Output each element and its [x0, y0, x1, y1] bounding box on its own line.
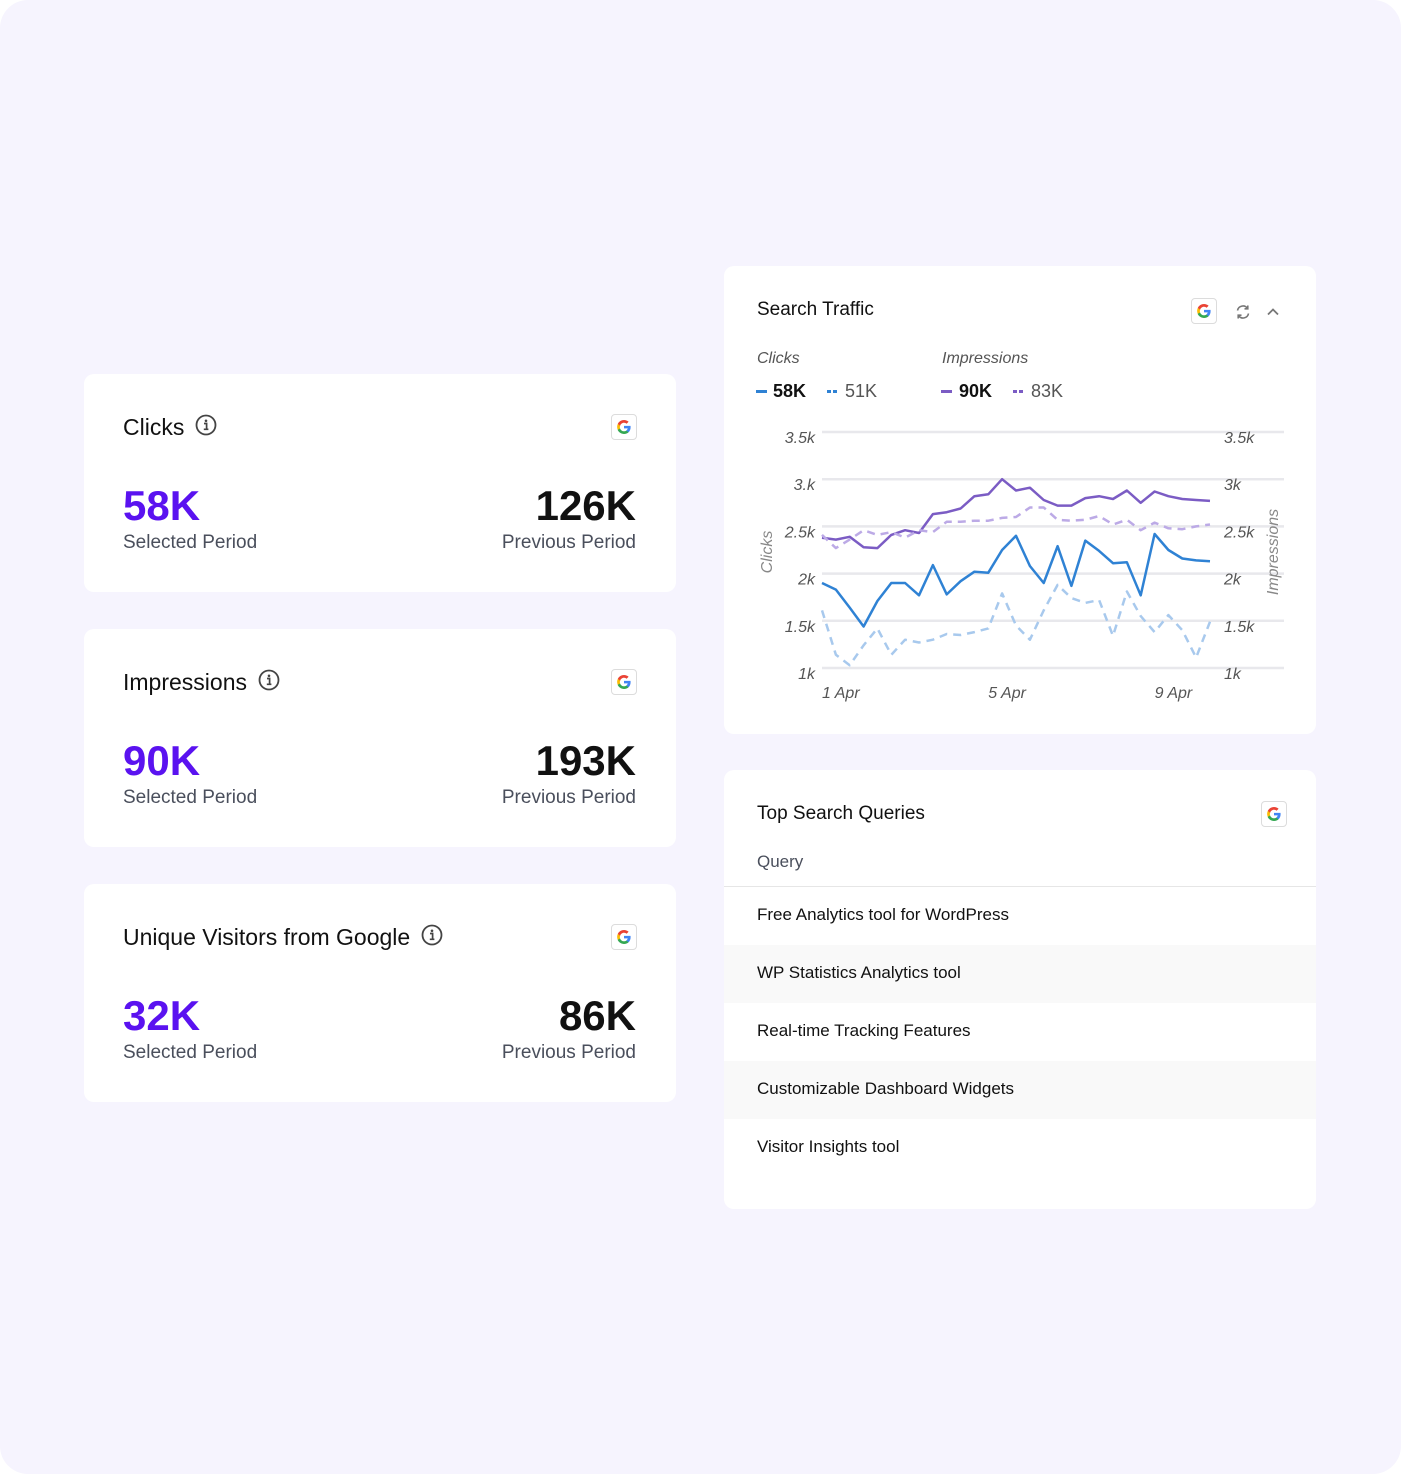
selected-caption: Selected Period — [123, 787, 258, 808]
legend-swatch — [941, 390, 952, 393]
card-title: Impressions — [123, 669, 247, 695]
selected-value: 90K — [123, 737, 201, 784]
refresh-icon[interactable] — [1233, 302, 1253, 322]
previous-caption: Previous Period — [501, 532, 636, 553]
selected-caption: Selected Period — [123, 532, 258, 553]
collapse-icon[interactable] — [1263, 302, 1283, 322]
table-row: Free Analytics tool for WordPress — [724, 887, 1316, 945]
table-row: WP Statistics Analytics tool — [724, 945, 1316, 1003]
google-logo — [1267, 807, 1281, 821]
card-title: Clicks — [123, 414, 185, 440]
series-line — [821, 506, 1211, 550]
card-title: Unique Visitors from Google — [123, 924, 411, 950]
y-axis-title: Clicks — [759, 531, 776, 574]
selected-caption: Selected Period — [123, 1042, 258, 1063]
line-chart: 1k 1.5k 2k 2.5k 3.k 3.5k 1k 1.5k 2k 2.5k 3k 3.5k Cli… — [759, 430, 1284, 702]
legend-group-title: Clicks — [757, 350, 800, 367]
google-icon — [1191, 298, 1217, 324]
info-icon — [195, 414, 217, 436]
y-tick-label: 2.5k — [784, 524, 816, 541]
series-line — [820, 583, 1212, 667]
previous-value: 86K — [558, 992, 636, 1039]
legend-value: 90K — [959, 381, 993, 401]
previous-value: 126K — [535, 482, 636, 529]
x-tick-label: 9 Apr — [1155, 685, 1193, 702]
y2-tick-label: 1.5k — [1224, 619, 1255, 636]
metric-card: Unique Visitors from Google 32K Selected … — [84, 884, 676, 1102]
y-tick-label: 3.k — [794, 477, 816, 494]
chart-title: Search Traffic — [757, 299, 874, 320]
y2-tick-label: 2.5k — [1223, 524, 1255, 541]
query-cell: Visitor Insights tool — [757, 1137, 900, 1156]
query-cell: Real-time Tracking Features — [757, 1021, 971, 1040]
legend-swatch — [756, 390, 767, 393]
table-row: Customizable Dashboard Widgets — [724, 1061, 1316, 1119]
legend-group-title: Impressions — [942, 350, 1029, 367]
previous-value: 193K — [535, 737, 636, 784]
google-logo — [1197, 304, 1211, 318]
y-tick-label: 1.5k — [785, 619, 816, 636]
google-logo — [617, 675, 631, 689]
selected-value: 58K — [123, 482, 201, 529]
table-card: Top Search Queries Query Free Analytics … — [724, 770, 1316, 1209]
legend-swatch — [1013, 390, 1017, 393]
y-tick-label: 2k — [797, 572, 816, 589]
metric-card: Clicks 58K Selected Period 126K Previous Pe… — [84, 374, 676, 592]
x-tick-label: 1 Apr — [822, 685, 860, 702]
table-header: Query — [757, 852, 804, 871]
y2-tick-label: 2k — [1223, 572, 1242, 589]
y2-axis-title: Impressions — [1265, 509, 1282, 595]
x-tick-label: 5 Apr — [988, 685, 1026, 702]
metric-card: Impressions 90K Selected Period 193K Previo… — [84, 629, 676, 847]
previous-caption: Previous Period — [501, 1042, 636, 1063]
google-icon — [611, 924, 637, 950]
legend-value: 51K — [845, 381, 878, 401]
google-logo — [617, 420, 631, 434]
info-icon — [258, 669, 280, 691]
y-tick-label: 1k — [798, 666, 816, 683]
legend-value: 83K — [1031, 381, 1064, 401]
query-cell: Free Analytics tool for WordPress — [757, 905, 1009, 924]
google-icon — [611, 414, 637, 440]
google-icon — [611, 669, 637, 695]
y-tick-label: 3.5k — [785, 430, 816, 447]
header-divider — [724, 886, 1316, 887]
table-title: Top Search Queries — [757, 803, 925, 824]
table-row: Real-time Tracking Features — [724, 1003, 1316, 1061]
y2-tick-label: 3k — [1224, 477, 1242, 494]
google-icon — [1261, 801, 1287, 827]
legend-value: 58K — [773, 381, 807, 401]
y2-tick-label: 3.5k — [1224, 430, 1255, 447]
series-line — [821, 532, 1211, 628]
series-line — [821, 477, 1211, 550]
selected-value: 32K — [123, 992, 201, 1039]
legend-swatch — [827, 390, 831, 393]
query-cell: Customizable Dashboard Widgets — [757, 1079, 1015, 1098]
chart-card: Search Traffic Clicks 58K 51K Impression… — [724, 266, 1316, 734]
y2-tick-label: 1k — [1224, 666, 1242, 683]
previous-caption: Previous Period — [501, 787, 636, 808]
query-cell: WP Statistics Analytics tool — [757, 963, 961, 982]
google-logo — [617, 930, 631, 944]
table-row: Visitor Insights tool — [724, 1119, 1316, 1177]
info-icon — [421, 924, 443, 946]
